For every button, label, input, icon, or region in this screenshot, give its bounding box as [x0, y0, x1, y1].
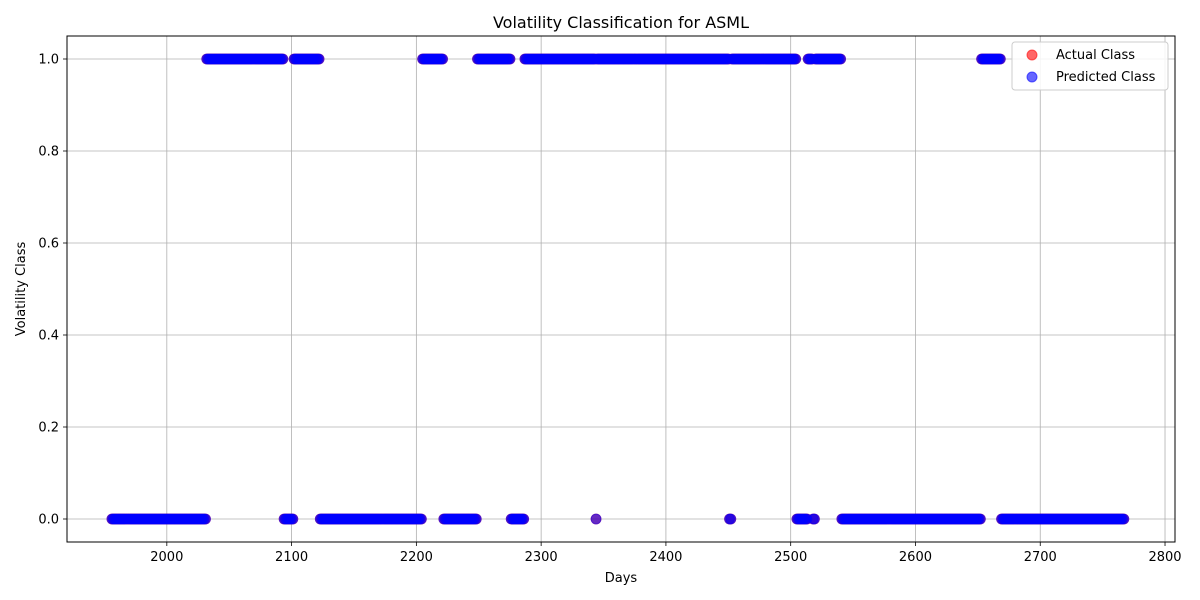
y-tick-label: 0.2 — [38, 421, 59, 436]
predicted-class-point — [974, 513, 986, 525]
predicted-class-point — [504, 53, 516, 65]
y-tick-label: 0.6 — [38, 237, 59, 252]
predicted-class-point — [415, 513, 427, 525]
x-tick-label: 2700 — [1024, 550, 1057, 565]
x-axis-ticks: 2000 2100 2200 2300 2400 2500 2600 2700 2800 — [150, 542, 1182, 565]
plot-area — [67, 36, 1175, 542]
y-tick-label: 0.0 — [38, 513, 59, 528]
predicted-class-points — [106, 53, 1130, 525]
legend-label-predicted: Predicted Class — [1056, 70, 1156, 85]
y-tick-label: 0.4 — [38, 329, 59, 344]
predicted-class-point — [277, 53, 289, 65]
legend-marker-actual — [1026, 49, 1038, 61]
y-tick-label: 1.0 — [38, 53, 59, 68]
predicted-class-point — [437, 53, 448, 65]
x-tick-label: 2800 — [1148, 550, 1181, 565]
predicted-class-point — [1118, 513, 1130, 525]
x-tick-label: 2100 — [275, 550, 308, 565]
legend-marker-predicted — [1026, 71, 1038, 83]
predicted-class-point — [518, 513, 530, 525]
predicted-class-point — [835, 53, 846, 65]
x-tick-label: 2300 — [525, 550, 558, 565]
legend-box — [1011, 41, 1169, 91]
x-tick-label: 2200 — [400, 550, 433, 565]
predicted-class-point — [200, 513, 211, 525]
y-axis-label: Volatility Class — [14, 242, 29, 337]
chart-title: Volatility Classification for ASML — [493, 13, 749, 32]
predicted-class-point — [790, 53, 802, 65]
legend-label-actual: Actual Class — [1056, 48, 1135, 63]
predicted-class-point — [287, 513, 299, 525]
predicted-class-point — [725, 513, 737, 525]
plot-frame — [66, 35, 1176, 543]
legend: Actual Class Predicted Class — [1011, 41, 1169, 91]
x-tick-label: 2600 — [899, 550, 932, 565]
x-tick-label: 2500 — [774, 550, 807, 565]
predicted-class-point — [590, 513, 602, 525]
x-tick-label: 2000 — [150, 550, 183, 565]
predicted-class-point — [994, 53, 1006, 65]
y-tick-label: 0.8 — [38, 145, 59, 160]
predicted-class-point — [809, 513, 820, 525]
predicted-class-point — [313, 53, 325, 65]
y-axis-ticks: 0.0 0.2 0.4 0.6 0.8 1.0 — [38, 53, 67, 528]
predicted-class-point — [470, 513, 482, 525]
x-axis-label: Days — [605, 571, 638, 586]
x-tick-label: 2400 — [649, 550, 682, 565]
